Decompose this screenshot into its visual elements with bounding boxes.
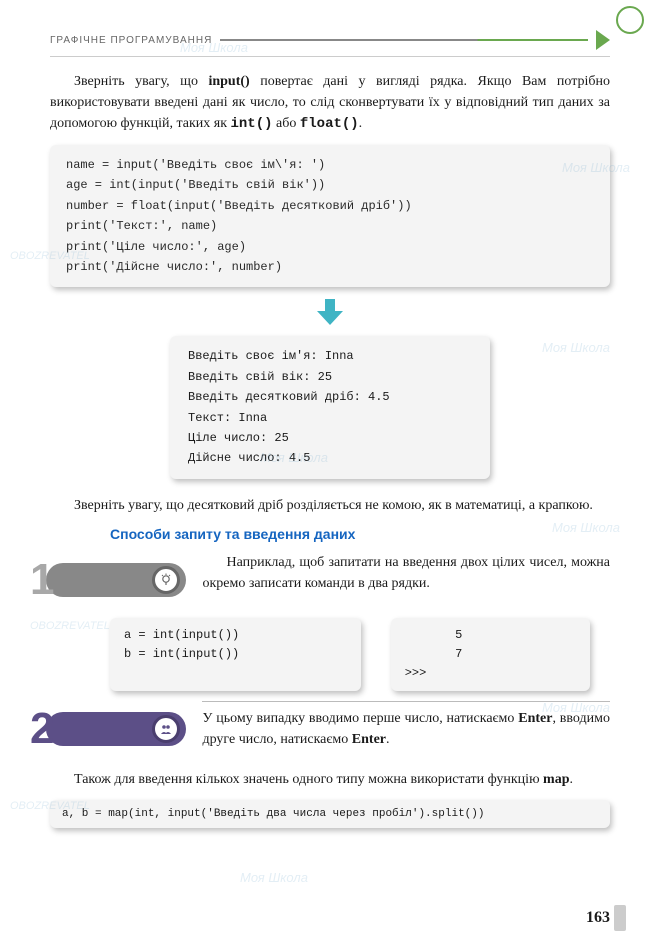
intro-paragraph: Зверніть увагу, що input() повертає дані… — [50, 71, 610, 135]
big-number-1: 1 — [30, 558, 54, 602]
header-title: ГРАФІЧНЕ ПРОГРАМУВАННЯ — [50, 35, 212, 46]
big-number-2: 2 — [30, 707, 54, 751]
text: Зверніть увагу, що — [74, 74, 208, 89]
number-banner-1: 1 — [30, 558, 186, 602]
text: або — [273, 116, 300, 131]
key-name: Enter — [518, 711, 552, 726]
text: . — [359, 116, 363, 131]
code-pair: a = int(input()) b = int(input()) 5 7 >>… — [110, 618, 590, 692]
map-paragraph: Також для введення кількох значень одног… — [50, 769, 610, 790]
key-name: Enter — [352, 732, 386, 747]
code-inline: int() — [231, 116, 273, 132]
people-icon — [152, 715, 180, 743]
code-inline: map — [543, 772, 569, 787]
number-banner-2: 2 — [30, 707, 186, 751]
code-block-2: a = int(input()) b = int(input()) — [110, 618, 361, 692]
watermark: Моя Школа — [240, 870, 308, 885]
page-tab — [614, 905, 626, 931]
code-inline: input() — [208, 74, 249, 89]
code-block-1: name = input('Введіть своє ім\'я: ') age… — [50, 145, 610, 287]
method-1-text: Наприклад, щоб запитати на введення двох… — [202, 552, 610, 598]
decorative-circle — [616, 6, 644, 34]
pill-1 — [46, 563, 186, 597]
method-2-text: У цьому випадку вводимо перше число, нат… — [202, 701, 610, 750]
divider — [50, 56, 610, 57]
page-header: ГРАФІЧНЕ ПРОГРАМУВАННЯ — [50, 30, 610, 50]
watermark: OBOZREVATEL — [30, 620, 110, 632]
pill-2 — [46, 712, 186, 746]
text: У цьому випадку вводимо перше число, нат… — [202, 711, 518, 726]
bulb-icon — [152, 566, 180, 594]
header-arrow-icon — [596, 30, 610, 50]
text: Наприклад, щоб запитати на введення двох… — [202, 552, 610, 594]
output-block-1: Введіть своє ім'я: Inna Введіть свій вік… — [170, 336, 490, 478]
text: . — [569, 772, 573, 787]
text: . — [386, 732, 390, 747]
code-block-3: a, b = map(int, input('Введіть два числа… — [50, 800, 610, 828]
code-output-2: 5 7 >>> — [391, 618, 590, 692]
header-rule — [220, 39, 588, 41]
method-2-row: 2 У цьому випадку вводимо перше число, н… — [50, 701, 610, 761]
code-inline: float() — [300, 116, 359, 132]
page-number: 163 — [586, 909, 610, 927]
section-heading: Способи запиту та введення даних — [110, 526, 610, 542]
text: Також для введення кількох значень одног… — [74, 772, 543, 787]
method-1-row: 1 Наприклад, щоб запитати на введення дв… — [50, 552, 610, 612]
note-paragraph: Зверніть увагу, що десятковий дріб розді… — [50, 495, 610, 516]
watermark: Моя Школа — [542, 340, 610, 355]
arrow-down-icon — [50, 299, 610, 330]
